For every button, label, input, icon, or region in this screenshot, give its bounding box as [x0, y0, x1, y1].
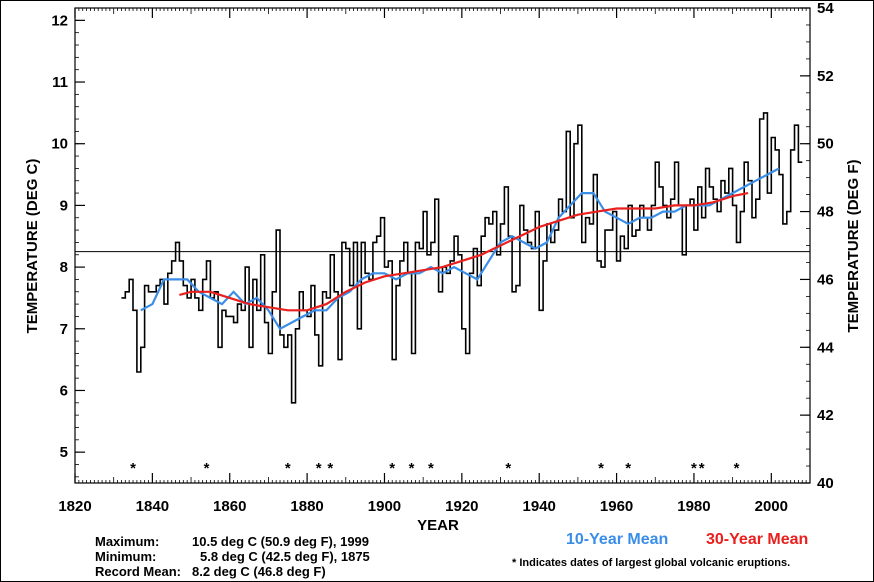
volcanic-eruption-marker: * — [505, 460, 511, 477]
y-left-tick-label: 6 — [60, 382, 68, 399]
volcanic-note: * Indicates dates of largest global volc… — [512, 557, 790, 569]
y-left-axis-label: TEMPERATURE (DEG C) — [24, 159, 41, 334]
y-right-tick-label: 54 — [817, 0, 834, 17]
record-mean-value: 8.2 deg C (46.8 deg F) — [192, 564, 326, 579]
y-left-tick-label: 7 — [60, 321, 68, 338]
record-mean-label: Record Mean: — [95, 564, 181, 579]
y-right-tick-label: 52 — [817, 68, 834, 85]
x-tick-label: 1900 — [368, 498, 401, 515]
x-tick-label: 1860 — [213, 498, 246, 515]
y-right-tick-label: 48 — [817, 204, 834, 221]
y-left-tick-label: 10 — [51, 136, 68, 153]
y-left-tick-label: 9 — [60, 197, 68, 214]
volcanic-eruption-marker: * — [316, 460, 322, 477]
x-tick-label: 1840 — [136, 498, 169, 515]
x-tick-label: 1880 — [290, 498, 323, 515]
y-right-tick-label: 42 — [817, 407, 834, 424]
y-left-tick-label: 12 — [51, 12, 68, 29]
y-right-tick-labels: 40 42 44 46 48 50 52 54 — [817, 0, 834, 492]
y-right-tick-label: 40 — [817, 475, 834, 492]
legend-ten-year-mean: 10-Year Mean — [566, 531, 668, 548]
y-right-tick-label: 50 — [817, 136, 834, 153]
volcanic-eruption-marker: * — [699, 460, 705, 477]
volcanic-eruption-marker: * — [598, 460, 604, 477]
volcanic-eruption-marker: * — [409, 460, 415, 477]
y-left-tick-labels: 5 6 7 8 9 10 11 12 — [51, 12, 68, 461]
maximum-value: 10.5 deg C (50.9 deg F), 1999 — [192, 534, 369, 549]
y-right-axis-label: TEMPERATURE (DEG F) — [845, 159, 862, 332]
x-tick-labels: 1820 1840 1860 1880 1900 1920 1940 1960 1980 2000 — [58, 498, 788, 515]
minimum-label: Minimum: — [95, 549, 156, 564]
y-right-tick-label: 46 — [817, 271, 834, 288]
y-right-tick-label: 44 — [817, 339, 834, 356]
volcanic-eruption-marker: * — [130, 460, 136, 477]
volcanic-eruption-marker: * — [285, 460, 291, 477]
ten-year-mean-line — [140, 167, 780, 331]
x-tick-label: 2000 — [755, 498, 788, 515]
thirty-year-mean-line — [179, 192, 749, 312]
x-tick-label: 1960 — [600, 498, 633, 515]
legend-thirty-year-mean: 30-Year Mean — [706, 531, 808, 548]
y-left-tick-label: 5 — [60, 444, 68, 461]
volcanic-eruption-marker: * — [691, 460, 697, 477]
minimum-value: 5.8 deg C (42.5 deg F), 1875 — [200, 549, 370, 564]
volcanic-eruption-markers: * * * * * * * * * * * * * * — [130, 460, 739, 477]
volcanic-eruption-marker: * — [327, 460, 333, 477]
volcanic-eruption-marker: * — [734, 460, 740, 477]
maximum-label: Maximum: — [95, 534, 159, 549]
x-tick-label: 1940 — [523, 498, 556, 515]
volcanic-eruption-marker: * — [428, 460, 434, 477]
x-tick-label: 1980 — [677, 498, 710, 515]
volcanic-eruption-marker: * — [625, 460, 631, 477]
y-left-tick-label: 8 — [60, 259, 68, 276]
volcanic-eruption-marker: * — [204, 460, 210, 477]
y-left-tick-label: 11 — [52, 74, 68, 91]
major-ticks — [74, 7, 810, 484]
minor-ticks — [75, 7, 811, 484]
volcanic-eruption-marker: * — [389, 460, 395, 477]
plot-area — [74, 7, 811, 484]
x-tick-label: 1920 — [445, 498, 478, 515]
annual-temperature-line — [121, 112, 803, 404]
x-axis-label: YEAR — [417, 517, 459, 534]
x-tick-label: 1820 — [58, 498, 91, 515]
